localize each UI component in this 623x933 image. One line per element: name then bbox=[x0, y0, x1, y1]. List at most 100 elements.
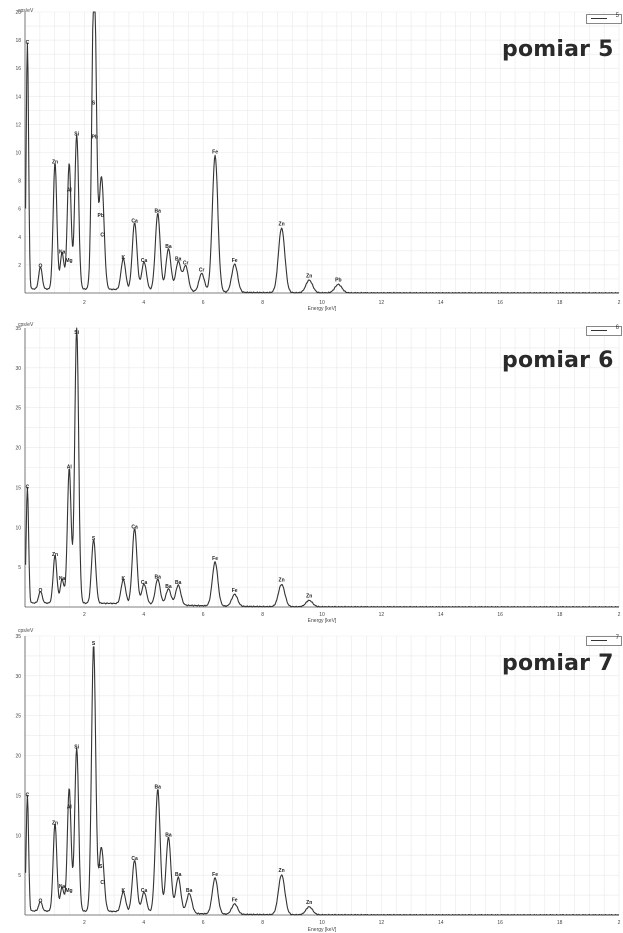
x-tick-label: 2 bbox=[83, 300, 86, 306]
peak-label: Al bbox=[67, 188, 73, 194]
peak-label: K bbox=[121, 888, 125, 894]
x-tick-label: 6 bbox=[202, 300, 205, 306]
x-tick-label: 4 bbox=[142, 300, 145, 306]
legend-box: 6 bbox=[586, 325, 622, 336]
peak-label: Pb bbox=[335, 278, 341, 284]
legend-label: 5 bbox=[615, 13, 619, 19]
peak-label: Ca bbox=[131, 856, 138, 862]
peak-label: Pb bbox=[92, 134, 98, 140]
peak-label: K bbox=[121, 576, 125, 582]
peak-label: Al bbox=[67, 804, 73, 810]
grid bbox=[25, 635, 620, 915]
y-tick-label: 25 bbox=[15, 714, 21, 720]
peak-label: Zn bbox=[279, 221, 285, 227]
peak-label: Zn bbox=[306, 900, 312, 906]
y-tick-label: 15 bbox=[15, 793, 21, 799]
peak-label: Zn bbox=[52, 820, 58, 826]
y-tick-label: 20 bbox=[15, 446, 21, 452]
peak-label: O bbox=[38, 588, 42, 594]
peak-label: Fe bbox=[232, 258, 238, 264]
peak-label: S bbox=[99, 864, 103, 870]
grid bbox=[25, 11, 620, 293]
y-tick-label: 20 bbox=[15, 10, 21, 16]
peak-label: Ba bbox=[186, 888, 193, 894]
x-tick-label: 10 bbox=[319, 612, 325, 618]
chart-title: pomiar 7 bbox=[502, 651, 614, 676]
peak-label: Fe bbox=[212, 872, 218, 878]
x-tick-label: 10 bbox=[319, 300, 325, 306]
x-tick-label: 18 bbox=[557, 300, 563, 306]
peak-label: Ca bbox=[131, 524, 138, 530]
y-tick-label: 35 bbox=[15, 634, 21, 640]
y-tick-label: 16 bbox=[15, 66, 21, 72]
x-tick-label: 14 bbox=[438, 612, 444, 618]
y-tick-label: 8 bbox=[18, 179, 21, 185]
spectrum-chart-6: 5 10 15 20 25 30 35 2 4 6 8 10 12 14 16 18 2 Energy [keV]… bbox=[15, 326, 620, 624]
x-tick-label: 12 bbox=[379, 612, 385, 618]
x-tick-label: 10 bbox=[319, 920, 325, 926]
peak-label: Fe bbox=[212, 556, 218, 562]
x-tick-label: 18 bbox=[557, 612, 563, 618]
peak-label: Zn bbox=[306, 594, 312, 600]
peak-label: K bbox=[121, 255, 125, 261]
spectrum-chart-5: 2 4 6 8 10 12 14 16 18 20 2 4 6 8 10 12 14 16 18 2 Energy [k… bbox=[15, 10, 621, 311]
y-tick-label: 30 bbox=[15, 674, 21, 680]
peak-label: Cr bbox=[199, 268, 205, 274]
spectrum-panel-7: 5 10 15 20 25 30 35 2 4 6 8 10 12 14 16 18 2 Energy [keV]… bbox=[0, 622, 623, 933]
y-tick-label: 15 bbox=[15, 485, 21, 491]
peak-label: Fe bbox=[232, 898, 238, 904]
peak-label: Al bbox=[67, 464, 73, 470]
x-axis-label: Energy [keV] bbox=[308, 927, 337, 933]
x-tick-label: 6 bbox=[202, 920, 205, 926]
spectrum-line bbox=[25, 327, 620, 608]
y-tick-label: 20 bbox=[15, 754, 21, 760]
x-tick-label: 16 bbox=[497, 300, 503, 306]
spectrum-panel-5: 2 4 6 8 10 12 14 16 18 20 2 4 6 8 10 12 14 16 18 2 Energy [k… bbox=[0, 0, 623, 311]
peak-label: Ca bbox=[141, 580, 148, 586]
y-tick-label: 14 bbox=[15, 94, 21, 100]
y-tick-label: 4 bbox=[18, 235, 21, 241]
spectrum-chart-7: 5 10 15 20 25 30 35 2 4 6 8 10 12 14 16 18 2 Energy [keV]… bbox=[15, 634, 621, 933]
x-tick-label: 4 bbox=[142, 920, 145, 926]
peak-label: S bbox=[92, 641, 96, 647]
x-tick-label: 2 bbox=[83, 612, 86, 618]
peak-label: Ba bbox=[175, 580, 182, 586]
x-axis-label: Energy [keV] bbox=[308, 306, 337, 311]
x-tick-label: 2 bbox=[618, 300, 621, 306]
peak-label: C bbox=[26, 792, 30, 798]
peak-label: Ba bbox=[165, 832, 172, 838]
legend-swatch bbox=[591, 640, 607, 641]
peak-label: Si bbox=[74, 131, 79, 137]
peak-label: C bbox=[26, 40, 30, 46]
peak-label: O bbox=[38, 264, 42, 270]
peak-label: Ba bbox=[165, 244, 172, 250]
y-tick-label: 35 bbox=[15, 326, 21, 332]
y-tick-label: 10 bbox=[15, 525, 21, 531]
peak-label: O bbox=[38, 898, 42, 904]
peak-label: Zn bbox=[279, 868, 285, 874]
peak-label: Ca bbox=[141, 888, 148, 894]
y-tick-label: 18 bbox=[15, 38, 21, 44]
peak-label: Cl bbox=[100, 880, 106, 886]
x-tick-label: 2 bbox=[618, 920, 621, 926]
legend-box: 5 bbox=[586, 13, 622, 24]
peak-label: S bbox=[92, 101, 96, 107]
x-tick-label: 8 bbox=[261, 920, 264, 926]
peak-label: Ba bbox=[175, 256, 182, 262]
peak-label: Ca bbox=[131, 219, 138, 225]
y-tick-label: 5 bbox=[18, 565, 21, 571]
peak-label: Zn bbox=[279, 578, 285, 584]
peak-label: Na bbox=[59, 249, 66, 255]
peak-label: Si bbox=[74, 745, 79, 751]
x-axis-label: Energy [keV] bbox=[308, 618, 337, 624]
peak-label: S bbox=[92, 536, 96, 542]
peak-label: Cr bbox=[183, 261, 189, 267]
peak-label: Fe bbox=[232, 588, 238, 594]
legend-box: 7 bbox=[586, 635, 622, 646]
x-tick-label: 14 bbox=[438, 300, 444, 306]
peak-label: Zn bbox=[306, 273, 312, 279]
y-tick-label: 12 bbox=[15, 122, 21, 128]
peak-label: Zn bbox=[52, 552, 58, 558]
y-tick-label: 6 bbox=[18, 207, 21, 213]
chart-title: pomiar 5 bbox=[502, 37, 614, 62]
